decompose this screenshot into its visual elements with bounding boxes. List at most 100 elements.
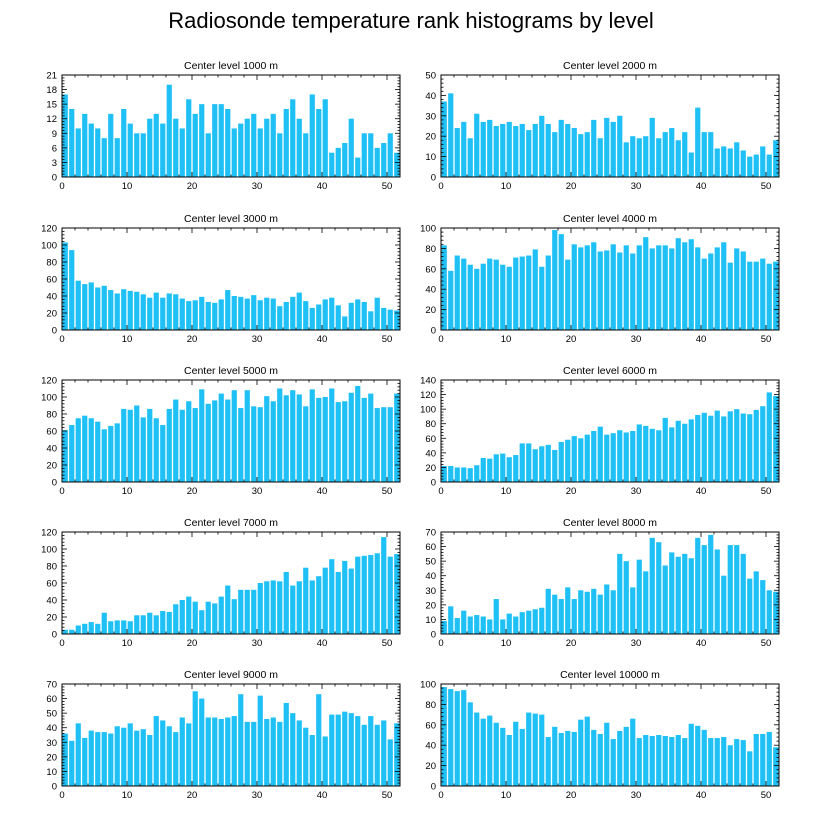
y-tick-label: 0 xyxy=(431,478,436,489)
histogram-bar xyxy=(610,590,616,634)
histogram-bar xyxy=(69,109,75,177)
y-tick-label: 20 xyxy=(425,761,436,772)
histogram-bar xyxy=(467,264,473,330)
histogram-panel: Center level 2000 m 0 10 20 30 40 50 0 10 20 30 40 5… xyxy=(425,60,780,192)
y-tick-label: 40 xyxy=(425,571,436,582)
x-tick-label: 20 xyxy=(187,638,198,649)
histogram-bar xyxy=(316,397,322,482)
y-tick-label: 60 xyxy=(46,427,57,438)
histogram-bar xyxy=(374,408,380,482)
histogram-bar xyxy=(283,301,289,330)
histogram-bar xyxy=(173,294,179,330)
histogram-bar xyxy=(75,625,81,634)
histogram-bar xyxy=(121,620,127,634)
histogram-bar xyxy=(296,581,302,634)
histogram-bar xyxy=(95,287,101,330)
histogram-bar xyxy=(329,714,335,786)
x-tick-label: 40 xyxy=(696,486,707,497)
histogram-bar xyxy=(688,558,694,634)
y-tick-label: 100 xyxy=(41,241,57,252)
histogram-bar xyxy=(316,304,322,330)
histogram-bar xyxy=(218,596,224,634)
histogram-bar xyxy=(309,580,315,634)
histogram-bar xyxy=(760,258,766,330)
histogram-bar xyxy=(374,724,380,786)
histogram-bar xyxy=(740,251,746,330)
histogram-bar xyxy=(734,248,740,330)
histogram-panel: Center level 5000 m 0 20 40 60 80 100 120 0 10 20 3… xyxy=(41,365,401,497)
histogram-bar xyxy=(461,467,467,482)
histogram-bar xyxy=(166,293,172,330)
histogram-bar xyxy=(394,310,400,330)
histogram-bar xyxy=(342,143,348,177)
histogram-bar xyxy=(552,132,558,177)
histogram-bar xyxy=(714,738,720,786)
y-tick-label: 70 xyxy=(425,528,436,539)
histogram-bar xyxy=(270,580,276,634)
y-tick-label: 80 xyxy=(425,700,436,711)
histogram-bar xyxy=(747,414,753,482)
histogram-bar xyxy=(760,146,766,177)
histogram-panel: Center level 6000 m 0 20 40 60 80 100 120 140 0 10… xyxy=(420,365,780,497)
histogram-bar xyxy=(675,735,681,786)
x-tick-label: 30 xyxy=(252,790,263,801)
histogram-bar xyxy=(355,299,361,330)
y-tick-label: 80 xyxy=(425,419,436,430)
histogram-bar xyxy=(225,585,231,634)
y-tick-label: 60 xyxy=(46,579,57,590)
histogram-panel: Center level 7000 m 0 20 40 60 80 100 120 0 10 20 3… xyxy=(41,517,401,649)
histogram-bar xyxy=(734,739,740,786)
x-tick-label: 50 xyxy=(382,181,393,192)
x-tick-label: 50 xyxy=(382,638,393,649)
y-tick-label: 0 xyxy=(431,782,436,793)
histogram-panel: Center level 3000 m 0 20 40 60 80 100 120 0 10 20 3… xyxy=(41,213,401,345)
x-tick-label: 0 xyxy=(438,638,443,649)
histogram-bar xyxy=(381,143,387,177)
histogram-bar xyxy=(244,589,250,634)
histogram-bar xyxy=(727,411,733,482)
histogram-bar xyxy=(166,408,172,482)
histogram-bar xyxy=(656,735,662,786)
histogram-bar xyxy=(493,454,499,482)
histogram-bar xyxy=(766,263,772,330)
histogram-bar xyxy=(205,133,211,177)
figure-title: Radiosonde temperature rank histograms b… xyxy=(168,8,654,33)
histogram-bar xyxy=(448,270,454,330)
histogram-bar xyxy=(368,716,374,786)
histogram-bar xyxy=(630,431,636,482)
y-tick-label: 20 xyxy=(425,600,436,611)
histogram-bar xyxy=(526,610,532,634)
histogram-bar xyxy=(127,290,133,330)
histogram-bar xyxy=(290,296,296,330)
histogram-bar xyxy=(153,716,159,786)
x-tick-label: 40 xyxy=(696,334,707,345)
histogram-bar xyxy=(500,619,506,634)
histogram-bar xyxy=(186,301,192,330)
histogram-bar xyxy=(75,723,81,786)
histogram-bar xyxy=(682,242,688,330)
y-tick-label: 60 xyxy=(46,275,57,286)
x-tick-label: 20 xyxy=(187,486,198,497)
x-tick-label: 40 xyxy=(696,181,707,192)
y-tick-label: 20 xyxy=(425,132,436,143)
histogram-bar xyxy=(264,118,270,177)
histogram-bar xyxy=(493,259,499,330)
histogram-bar xyxy=(277,133,283,177)
y-tick-label: 6 xyxy=(52,143,57,154)
histogram-bar xyxy=(348,568,354,634)
histogram-bar xyxy=(374,297,380,330)
histogram-bar xyxy=(760,580,766,634)
histogram-bar xyxy=(277,721,283,786)
histogram-bar xyxy=(552,449,558,482)
y-tick-label: 20 xyxy=(425,305,436,316)
histogram-bar xyxy=(682,132,688,177)
histogram-bar xyxy=(623,142,629,177)
histogram-bar xyxy=(636,738,642,786)
y-tick-label: 100 xyxy=(420,224,436,235)
histogram-bar xyxy=(506,266,512,330)
histogram-bar xyxy=(552,594,558,634)
histogram-bar xyxy=(140,294,146,330)
histogram-bar xyxy=(134,133,140,177)
histogram-bar xyxy=(121,408,127,482)
x-tick-label: 40 xyxy=(317,638,328,649)
